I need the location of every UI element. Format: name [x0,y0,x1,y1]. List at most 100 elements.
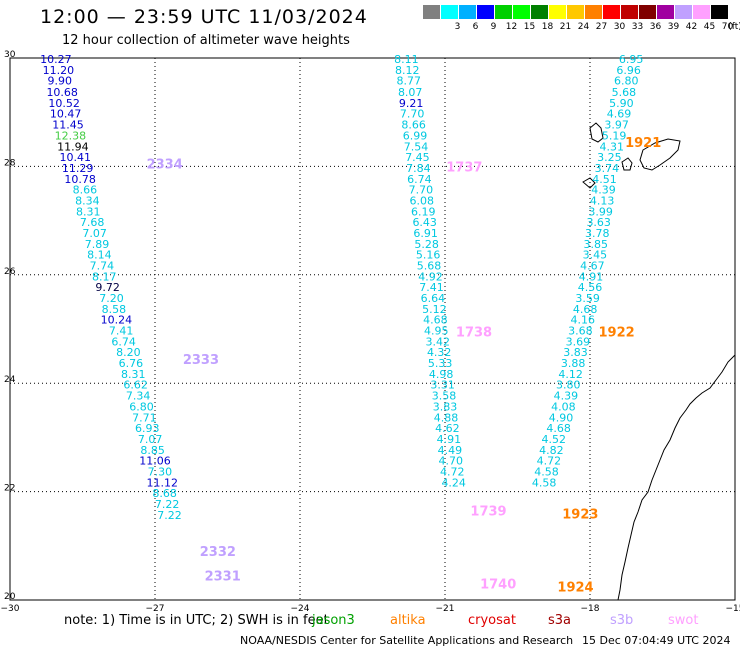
colorbar-swatch [657,5,675,19]
wave-height-value: 7.68 [80,216,105,229]
wave-height-value: 3.68 [568,325,593,338]
wave-height-value: 3.97 [604,119,629,132]
wave-height-value: 4.98 [429,368,454,381]
wave-height-value: 4.58 [532,476,557,489]
colorbar-label: 15 [523,22,536,32]
wave-height-value: 11.29 [62,162,94,175]
wave-height-value: 10.47 [50,108,82,121]
wave-height-value: 4.62 [435,422,460,435]
track-pass-1923: 4.084.904.68 1923 [546,400,598,522]
legend-s3b: s3b [610,613,634,628]
colorbar-swatch [531,5,549,19]
wave-height-value: 5.12 [422,303,447,316]
track-pass-1737: 8.118.128.778.079.217.708.666.997.547.45… [394,53,482,229]
map-grid [10,58,735,600]
colorbar-swatch [495,5,513,19]
colorbar-label: 9 [490,22,497,32]
wave-height-value: 4.69 [607,108,632,121]
wave-height-value: 3.83 [433,400,458,413]
wave-height-value: 3.83 [563,346,588,359]
pass-number-label: 1924 [557,580,593,595]
colorbar-swatch [423,5,441,19]
track-pass-2334: 10.2711.209.9010.6810.5210.4711.4512.381… [40,53,183,294]
wave-height-value: 4.91 [579,270,604,283]
wave-height-value: 3.99 [588,205,613,218]
wave-height-value: 4.88 [434,411,459,424]
wave-height-value: 3.85 [584,238,609,251]
wave-height-value: 6.74 [407,173,432,186]
wave-height-value: 4.24 [441,476,466,489]
wave-height-value: 5.90 [609,97,634,110]
wave-height-value: 11.06 [139,455,171,468]
wave-height-value: 6.62 [123,379,148,392]
wave-height-value: 11.12 [147,476,179,489]
pass-number-label: 1740 [480,578,516,593]
track-pass-1738: 6.915.285.165.684.927.416.645.124.684.95… [413,227,492,403]
pass-number-label: 2331 [205,570,241,585]
wave-height-value: 10.24 [101,314,133,327]
wave-height-value: 6.93 [135,422,160,435]
wave-height-value: 8.20 [116,346,141,359]
colorbar-swatch [639,5,657,19]
wave-height-value: 7.34 [126,390,151,403]
credit-line: NOAA/NESDIS Center for Satellite Applica… [240,634,574,647]
legend-swot: swot [668,613,699,628]
wave-height-value: 7.41 [419,281,444,294]
wave-height-value: 7.70 [400,108,425,121]
wave-height-value: 3.63 [586,216,611,229]
wave-height-value: 4.72 [440,465,465,478]
wave-height-value: 8.66 [73,184,98,197]
pass-number-label: 1737 [446,160,482,175]
colorbar-label: 3 [454,22,461,32]
wave-height-value: 4.92 [418,270,443,283]
colorbar-swatch [477,5,495,19]
coastlines [582,122,736,601]
wave-height-value: 9.72 [95,281,120,294]
wave-height-value: 7.45 [405,151,430,164]
pass-number-label: 1739 [470,505,506,520]
y-tick-label: 26 [4,267,16,277]
x-tick-label: −18 [581,604,600,614]
footnote: note: 1) Time is in UTC; 2) SWH is in fe… [64,613,329,628]
wave-height-value: 4.82 [539,444,564,457]
altimeter-tracks: 10.2711.209.9010.6810.5210.4711.4512.381… [40,53,661,595]
wave-height-value: 11.45 [52,119,84,132]
pass-number-label: 2332 [200,545,236,560]
colorbar-label: 18 [541,22,554,32]
wave-height-value: 11.20 [43,64,75,77]
wave-height-value: 11.94 [57,140,89,153]
y-tick-label: 30 [4,50,16,60]
wave-height-value: 4.51 [592,173,617,186]
wave-height-value: 6.08 [410,194,435,207]
wave-height-value: 4.68 [423,314,448,327]
page-subtitle: 12 hour collection of altimeter wave hei… [62,33,350,48]
wave-height-value: 4.49 [438,444,463,457]
y-tick-label: 22 [4,484,15,494]
wave-height-value: 8.68 [152,487,177,500]
wave-height-value: 7.20 [99,292,124,305]
y-tick-label: 20 [4,592,16,602]
wave-height-value: 4.68 [573,303,598,316]
wave-height-value: 6.19 [411,205,436,218]
wave-height-value: 8.34 [75,194,100,207]
wave-height-value: 9.90 [48,75,73,88]
wave-height-value: 7.89 [85,238,110,251]
wave-height-value: 3.59 [575,292,600,305]
wave-height-value: 4.12 [558,368,583,381]
map-frame [9,57,736,601]
colorbar-label: 42 [685,22,698,32]
wave-height-value: 6.43 [412,216,437,229]
wave-height-value: 4.68 [546,422,571,435]
page-title: 12:00 — 23:59 UTC 11/03/2024 [40,6,368,28]
colorbar-label: 33 [631,22,644,32]
wave-height-value: 6.91 [413,227,438,240]
colorbar-label: 12 [505,22,518,32]
wave-height-value: 4.72 [537,455,562,468]
wave-height-value: 4.39 [591,184,616,197]
x-tick-label: −27 [146,604,165,614]
wave-height-value: 6.74 [111,335,136,348]
wave-height-value: 6.76 [119,357,144,370]
x-tick-label: −24 [291,604,310,614]
wave-height-value: 4.95 [424,325,449,338]
